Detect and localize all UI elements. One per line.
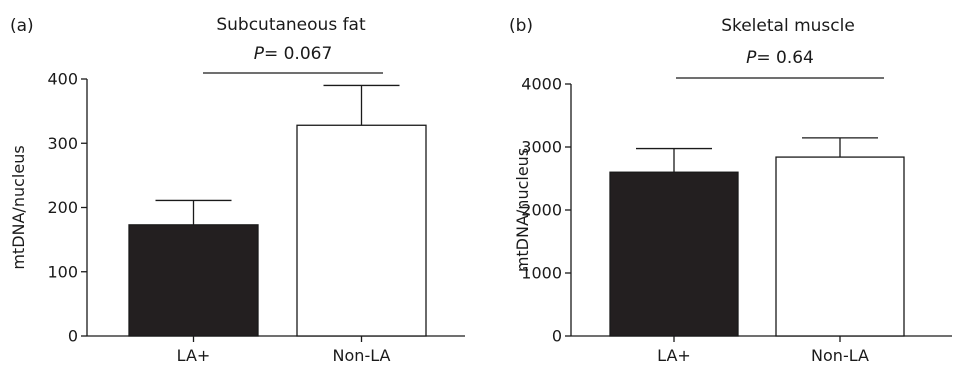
- chart-title: Skeletal muscle: [721, 16, 855, 36]
- bar-non-la: [775, 156, 905, 337]
- bar-la-: [128, 224, 259, 337]
- y-axis-title: mtDNA/nucleus: [513, 148, 532, 272]
- y-tick-label: 0: [68, 327, 78, 346]
- p-value-annotation: P= 0.64: [746, 48, 814, 68]
- y-tick-label: 300: [47, 134, 78, 153]
- y-tick-label: 3000: [521, 138, 562, 157]
- y-tick-label: 2000: [521, 201, 562, 220]
- bar-la-: [609, 171, 739, 337]
- p-value: = 0.64: [756, 48, 814, 68]
- y-tick-label: 0: [552, 327, 562, 346]
- panel-b: (b) Skeletal muscle P= 0.64 mtDNA/nucleus 0 1…: [509, 16, 952, 365]
- panel-a: (a) Subcutaneous fat P= 0.067 mtDNA/nucleus…: [9, 15, 465, 365]
- p-value-annotation: P= 0.067: [254, 44, 333, 64]
- category-label: Non-LA: [333, 346, 391, 365]
- panel-label: (b): [509, 16, 533, 36]
- category-label: LA+: [657, 346, 691, 365]
- y-axis-title: mtDNA/nucleus: [9, 145, 28, 269]
- panel-label: (a): [10, 16, 34, 36]
- category-label: LA+: [177, 346, 211, 365]
- category-label: Non-LA: [811, 346, 869, 365]
- p-symbol: P: [746, 48, 757, 68]
- p-symbol: P: [254, 44, 265, 64]
- p-value: = 0.067: [264, 44, 332, 64]
- y-tick-label: 4000: [521, 75, 562, 94]
- y-tick-label: 100: [47, 262, 78, 281]
- bar-non-la: [296, 124, 427, 337]
- y-tick-label: 200: [47, 198, 78, 217]
- chart-title: Subcutaneous fat: [216, 15, 366, 35]
- y-tick-label: 1000: [521, 264, 562, 283]
- y-tick-label: 400: [47, 70, 78, 89]
